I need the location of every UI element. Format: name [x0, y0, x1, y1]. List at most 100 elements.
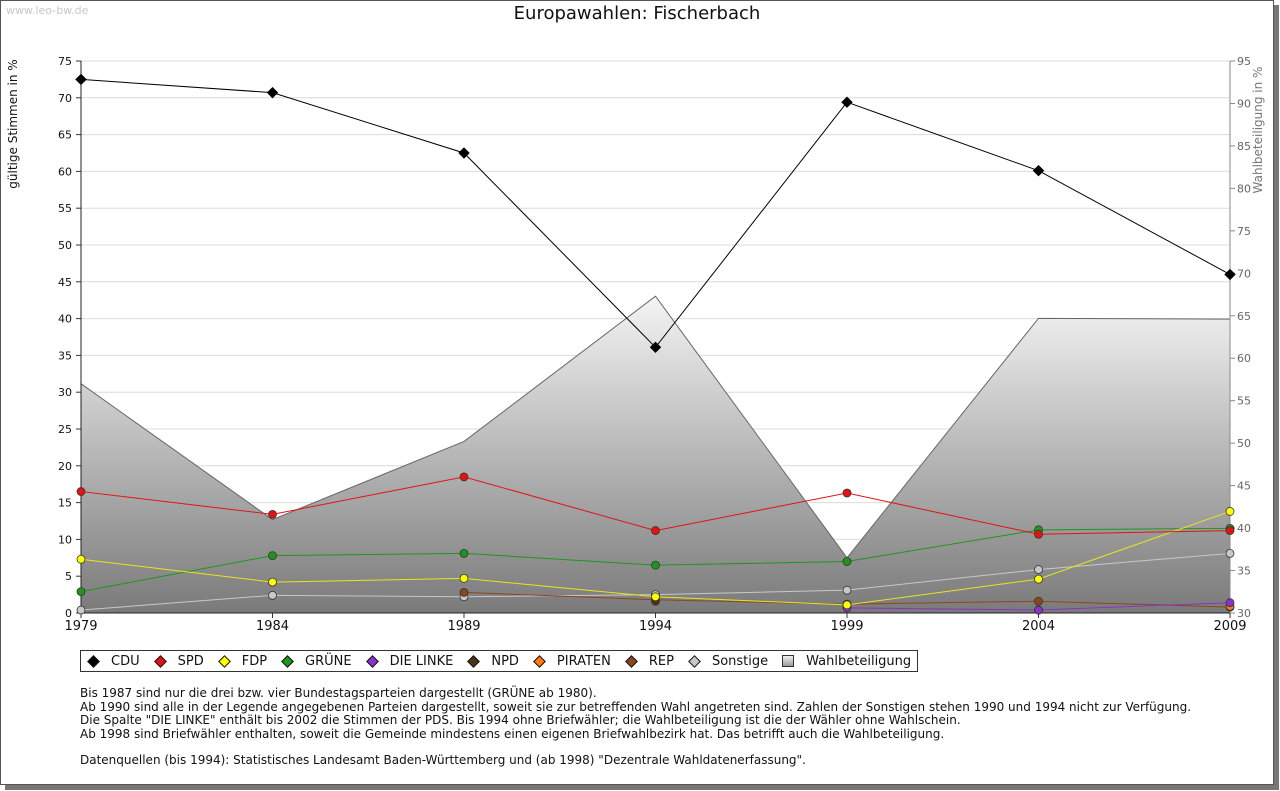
data-point-spd — [76, 487, 86, 496]
data-point-spd — [651, 526, 660, 535]
data-point-sonstige — [1225, 548, 1235, 558]
y-right-tick-label: 55 — [1237, 395, 1251, 408]
y-axis-right-title: Wahlbeteiligung in % — [1251, 67, 1265, 194]
legend-item: SPD — [153, 653, 204, 669]
x-tick-label: 1979 — [64, 619, 97, 634]
data-point-fdp — [842, 600, 852, 610]
data-point-grüne — [76, 587, 86, 597]
legend-item: REP — [625, 654, 674, 669]
data-point-sonstige — [268, 590, 277, 600]
y-right-tick-label: 70 — [1237, 267, 1251, 280]
y-tick-label: 60 — [58, 165, 72, 178]
legend-symbol — [688, 655, 701, 668]
turnout-area — [81, 296, 1230, 613]
legend-label: SPD — [177, 653, 204, 669]
chart-title: Europawahlen: Fischerbach — [513, 3, 761, 24]
legend-item: Wahlbeteiligung — [782, 654, 911, 669]
y-right-tick-label: 90 — [1237, 97, 1251, 110]
data-point-spd — [268, 509, 277, 519]
y-tick-label: 5 — [65, 570, 72, 583]
legend-label: GRÜNE — [305, 653, 352, 669]
data-point-spd — [459, 472, 469, 482]
data-point-die-linke — [1034, 605, 1043, 615]
y-axis-title: gültige Stimmen in % — [6, 59, 20, 188]
y-right-tick-label: 85 — [1237, 140, 1251, 153]
legend-symbol — [153, 655, 167, 668]
y-tick-label: 15 — [58, 497, 72, 510]
x-tick-label: 2004 — [1022, 619, 1055, 634]
legend-symbol — [533, 655, 546, 668]
data-point-spd — [1225, 526, 1235, 535]
y-tick-label: 55 — [58, 202, 72, 215]
legend-item: DIE LINKE — [365, 653, 454, 669]
y-right-tick-label: 75 — [1237, 225, 1251, 238]
data-point-rep — [1034, 596, 1043, 606]
chart-legend: CDU SPD FDP GRÜNE DIE LINKE NPD PIRATEN REP Sons… — [80, 650, 919, 672]
x-tick-label: 1999 — [830, 619, 863, 634]
chart-plot: 0 5 10 15 20 25 30 35 40 45 50 55 60 65 70 75 30 35 40 45 50… — [6, 55, 1265, 634]
legend-label: REP — [648, 653, 674, 669]
data-point-fdp — [76, 554, 86, 564]
y-tick-label: 50 — [58, 239, 72, 252]
data-point-grüne — [459, 548, 469, 558]
data-point-fdp — [1225, 507, 1235, 516]
legend-symbol — [365, 655, 379, 668]
legend-symbol — [281, 655, 294, 668]
y-right-tick-label: 30 — [1237, 607, 1251, 620]
data-point-cdu — [649, 341, 662, 354]
watermark: www.leo-bw.de — [6, 4, 89, 17]
note-line: Ab 1990 sind alle in der Legende angegeb… — [80, 699, 1192, 714]
data-point-spd — [842, 488, 852, 498]
data-point-rep — [459, 587, 469, 597]
data-point-cdu — [266, 86, 279, 99]
data-point-cdu — [1032, 164, 1045, 177]
data-point-fdp — [459, 574, 469, 583]
y-tick-label: 35 — [58, 349, 72, 362]
legend-symbol — [467, 655, 481, 668]
y-tick-label: 20 — [58, 460, 72, 473]
y-tick-label: 40 — [58, 313, 72, 326]
y-right-tick-label: 35 — [1237, 565, 1251, 578]
turnout-line — [80, 295, 1231, 559]
legend-label: FDP — [241, 653, 268, 669]
data-point-grüne — [651, 560, 660, 570]
legend-label: Sonstige — [711, 653, 769, 669]
x-tick-label: 1984 — [256, 619, 289, 634]
y-tick-label: 75 — [58, 55, 72, 68]
note-line: Ab 1998 sind Briefwähler enthalten, sowe… — [80, 726, 945, 741]
y-tick-label: 25 — [58, 423, 72, 436]
y-tick-label: 70 — [58, 92, 72, 105]
x-tick-label: 1989 — [447, 619, 480, 634]
y-right-tick-label: 95 — [1237, 55, 1251, 68]
data-point-sonstige — [76, 605, 86, 615]
legend-label: PIRATEN — [556, 653, 611, 669]
legend-symbol — [625, 655, 638, 668]
data-point-fdp — [1034, 574, 1043, 584]
data-source-note: Datenquellen (bis 1994): Statistisches L… — [80, 753, 806, 767]
legend-item: CDU — [87, 654, 140, 669]
note-line: Bis 1987 sind nur die drei bzw. vier Bun… — [80, 686, 597, 700]
legend-item: NPD — [467, 654, 519, 669]
y-right-tick-label: 65 — [1237, 310, 1251, 323]
data-point-spd — [1034, 529, 1043, 539]
data-point-cdu — [841, 96, 853, 108]
y-right-tick-label: 80 — [1237, 182, 1251, 195]
legend-label: CDU — [111, 653, 140, 669]
y-tick-label: 65 — [58, 129, 72, 142]
x-tick-label: 2009 — [1213, 619, 1246, 634]
x-tick-label: 1994 — [639, 619, 672, 634]
data-point-grüne — [842, 557, 852, 566]
legend-item: FDP — [217, 653, 268, 669]
data-point-cdu — [75, 73, 87, 86]
legend-label: DIE LINKE — [389, 653, 454, 669]
y-right-tick-label: 40 — [1237, 522, 1251, 535]
data-point-fdp — [651, 592, 660, 602]
data-point-cdu — [458, 147, 470, 159]
data-point-cdu — [1224, 268, 1236, 281]
legend-item: Sonstige — [688, 654, 768, 669]
y-right-tick-label: 50 — [1237, 437, 1251, 450]
y-right-tick-label: 60 — [1237, 352, 1251, 365]
legend-symbol — [87, 655, 100, 668]
data-point-die-linke — [1225, 598, 1235, 608]
data-point-fdp — [268, 577, 277, 587]
